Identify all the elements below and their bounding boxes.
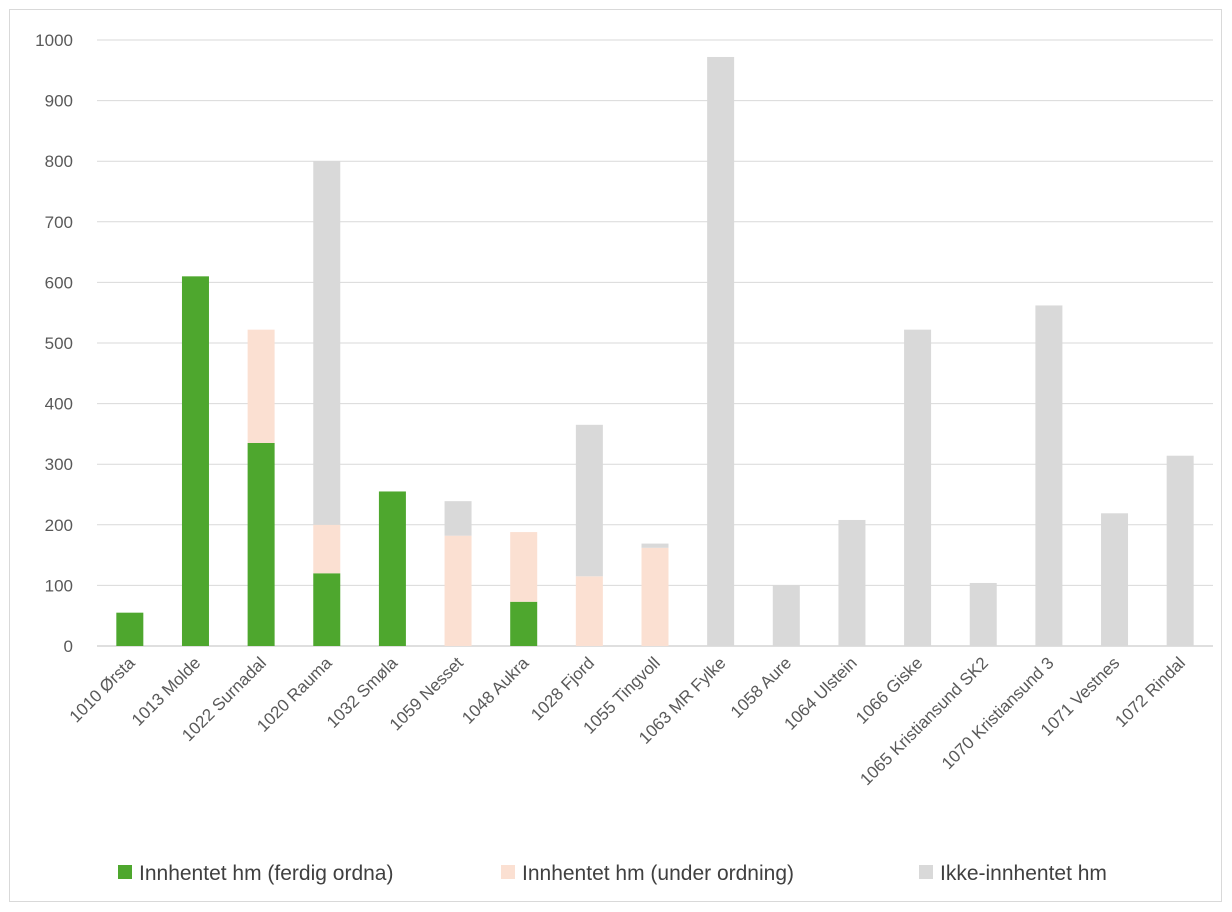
y-tick-label: 400 [45, 395, 73, 414]
y-tick-label: 900 [45, 92, 73, 111]
bars [116, 56, 1194, 646]
gridlines [97, 39, 1213, 647]
legend-swatch-1 [118, 865, 132, 879]
bar-1022-surnadal-series-1 [247, 442, 275, 646]
bar-1028-fjord-series-2 [575, 576, 603, 646]
bar-1065-kristiansund-sk2-series-3 [969, 582, 997, 646]
x-tick-label: 1072 Rindal [1111, 653, 1189, 731]
y-axis-ticks: 0 100 200 300 400 500 600 700 800 900 1000 [35, 31, 73, 656]
bar-1055-tingvoll-series-2 [641, 547, 669, 646]
legend-swatch-2 [501, 865, 515, 879]
legend: Innhentet hm (ferdig ordna) Innhentet hm … [118, 862, 1107, 885]
y-tick-label: 0 [64, 637, 73, 656]
legend-label-3: Ikke-innhentet hm [940, 862, 1107, 885]
chart-frame [9, 9, 1222, 902]
bar-1055-tingvoll-series-3 [641, 543, 669, 548]
y-tick-label: 700 [45, 213, 73, 232]
x-tick-label: 1058 Aure [727, 653, 795, 721]
bar-1071-vestnes-series-3 [1101, 513, 1129, 646]
bar-1070-kristiansund-3-series-3 [1035, 305, 1063, 646]
bar-1064-ulstein-series-3 [838, 519, 866, 646]
bar-1032-smøla-series-1 [378, 491, 406, 646]
y-tick-label: 200 [45, 516, 73, 535]
bar-1072-rindal-series-3 [1166, 455, 1194, 646]
bar-1048-aukra-series-1 [510, 601, 538, 646]
bar-1020-rauma-series-3 [313, 161, 341, 525]
x-tick-label: 1070 Kristiansund 3 [938, 653, 1058, 773]
y-tick-label: 600 [45, 273, 73, 292]
bar-1020-rauma-series-1 [313, 573, 341, 646]
bar-1063-mr-fylke-series-3 [707, 56, 735, 646]
bar-1028-fjord-series-3 [575, 424, 603, 577]
y-tick-label: 1000 [35, 31, 73, 50]
bar-1048-aukra-series-2 [510, 532, 538, 602]
legend-label-2: Innhentet hm (under ordning) [522, 862, 794, 885]
bar-1058-aure-series-3 [772, 585, 800, 646]
y-tick-label: 100 [45, 576, 73, 595]
x-tick-label: 1028 Fjord [527, 653, 598, 724]
y-tick-label: 300 [45, 455, 73, 474]
legend-swatch-3 [919, 865, 933, 879]
bar-1010-ørsta-series-1 [116, 612, 144, 646]
bar-1066-giske-series-3 [904, 329, 932, 646]
bar-1059-nesset-series-3 [444, 501, 472, 536]
x-tick-label: 1048 Aukra [458, 653, 533, 728]
bar-1020-rauma-series-2 [313, 524, 341, 574]
bar-1013-molde-series-1 [181, 276, 209, 646]
legend-label-1: Innhentet hm (ferdig ordna) [139, 862, 393, 885]
x-tick-label: 1065 Kristiansund SK2 [856, 653, 992, 789]
y-tick-label: 800 [45, 152, 73, 171]
bar-1059-nesset-series-2 [444, 535, 472, 646]
bar-1022-surnadal-series-2 [247, 329, 275, 443]
y-tick-label: 500 [45, 334, 73, 353]
